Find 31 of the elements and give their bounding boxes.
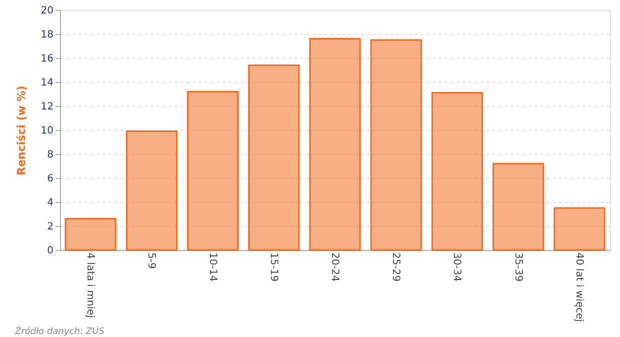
bar xyxy=(64,218,116,251)
bar xyxy=(309,38,361,251)
y-tick-label: 8 xyxy=(47,150,54,160)
y-tick-label: 12 xyxy=(40,102,54,112)
y-tick-label: 20 xyxy=(40,6,54,16)
x-tick-label: 40 lat i więcej xyxy=(573,252,584,322)
bar xyxy=(431,92,484,251)
y-tick-label: 16 xyxy=(40,54,54,64)
bar xyxy=(554,207,606,251)
bar xyxy=(186,90,239,251)
x-tick-label: 30-34 xyxy=(451,252,462,282)
y-tick-label: 10 xyxy=(40,126,54,136)
x-tick-label: 25-29 xyxy=(390,252,402,282)
x-tick-label: 5-9 xyxy=(146,252,157,269)
bar xyxy=(492,162,544,251)
y-tick-label: 0 xyxy=(47,246,54,256)
y-tick-label: 4 xyxy=(47,198,54,208)
bar xyxy=(248,64,300,251)
y-axis-title: Renciści (w %) xyxy=(14,86,28,176)
y-tick-label: 2 xyxy=(47,222,54,232)
text: Źródło danych: ZUS xyxy=(14,325,105,337)
bar xyxy=(370,39,422,251)
x-tick-label: 20-24 xyxy=(329,252,340,282)
y-tick-label: 6 xyxy=(47,174,54,184)
y-tick-label: 14 xyxy=(40,78,54,88)
x-tick-label: 10-14 xyxy=(206,252,218,282)
bar xyxy=(126,130,178,251)
x-tick-label: 35-39 xyxy=(512,252,524,282)
x-tick-label: 15-19 xyxy=(268,252,279,282)
y-tick-label: 18 xyxy=(40,30,54,40)
x-tick-label: 4 lata i mniej xyxy=(84,252,96,318)
